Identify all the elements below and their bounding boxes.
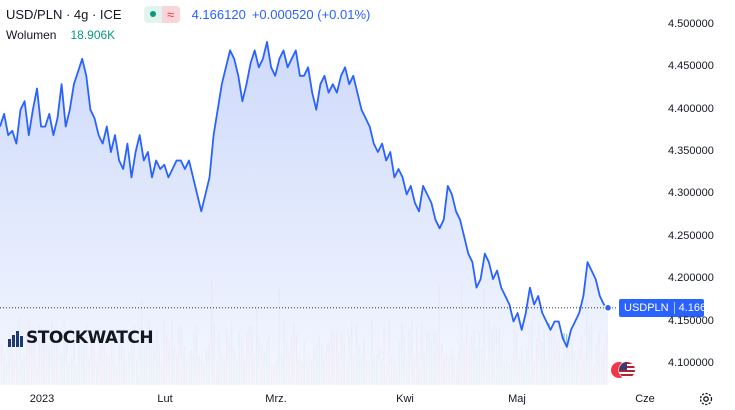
watermark-text: STOCKWATCH [26, 328, 154, 348]
volume-legend: Wolumen 18.906K [6, 28, 115, 42]
y-tick-label: 4.350000 [668, 145, 714, 157]
price-tag: USDPLN 4.166120 [619, 299, 725, 317]
stockwatch-logo: STOCKWATCH [8, 328, 154, 348]
price-tag-symbol: USDPLN [619, 302, 675, 314]
live-status-icon[interactable] [143, 5, 162, 23]
y-tick-label: 4.500000 [668, 17, 714, 30]
x-tick-label: Maj [508, 393, 526, 405]
current-price: 4.166120 [191, 6, 246, 22]
logo-bars-icon [8, 330, 23, 347]
volume-label: Wolumen [6, 28, 57, 42]
x-tick-label: Mrz. [265, 393, 287, 405]
price-area [0, 41, 608, 386]
y-tick-label: 4.400000 [668, 102, 714, 115]
us-flag-icon[interactable] [610, 361, 636, 379]
y-tick-label: 4.150000 [668, 314, 714, 327]
price-change: +0.000520 (+0.01%) [251, 6, 371, 22]
y-tick-label: 4.250000 [668, 229, 714, 242]
y-tick-label: 4.300000 [668, 187, 714, 200]
volume-value: 18.906K [70, 28, 116, 42]
last-price-dot [603, 303, 613, 313]
y-tick-label: 4.100000 [668, 356, 714, 369]
approx-wave-icon[interactable]: ≈ [161, 5, 180, 23]
price-line [0, 41, 609, 348]
x-tick-label: 2023 [29, 393, 55, 405]
chart-header: USD/PLN · 4g · ICE ≈ 4.166120 +0.000520 … [6, 5, 370, 23]
y-tick-label: 4.200000 [668, 272, 714, 285]
gear-icon[interactable] [698, 391, 714, 407]
y-tick-label: 4.450000 [668, 60, 714, 73]
price-tag-value: 4.166120 [678, 302, 725, 314]
x-tick-label: Lut [157, 393, 173, 405]
symbol-label[interactable]: USD/PLN · 4g · ICE [6, 6, 122, 22]
x-tick-label: Cze [635, 393, 655, 405]
x-tick-label: Kwi [396, 393, 414, 405]
